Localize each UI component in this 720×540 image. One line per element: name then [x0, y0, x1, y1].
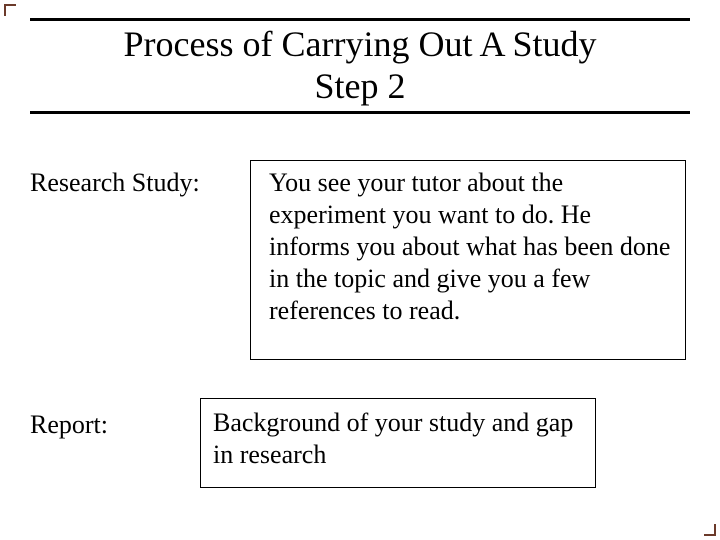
research-study-text: You see your tutor about the experiment …: [269, 167, 671, 327]
slide-title-line1: Process of Carrying Out A Study: [30, 23, 690, 65]
report-box: Background of your study and gap in rese…: [200, 398, 596, 488]
corner-bottom-right-icon: [702, 522, 716, 536]
corner-top-left-icon: [4, 4, 18, 18]
slide-title-line2: Step 2: [30, 65, 690, 107]
report-text: Background of your study and gap in rese…: [213, 407, 583, 471]
research-study-box: You see your tutor about the experiment …: [250, 160, 686, 360]
report-label: Report:: [30, 410, 108, 440]
research-study-label: Research Study:: [30, 168, 200, 198]
slide-title-block: Process of Carrying Out A Study Step 2: [30, 18, 690, 114]
